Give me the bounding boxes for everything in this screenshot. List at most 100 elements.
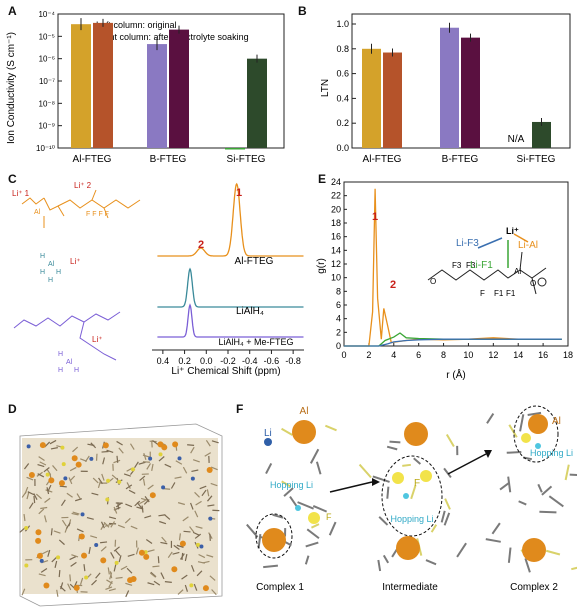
- panel-a-ytick-label: 10⁻⁷: [39, 77, 55, 86]
- molecular-fragment: [445, 433, 455, 448]
- li-atom: [39, 558, 44, 563]
- panel-label-b: B: [298, 4, 307, 18]
- polymer-segment: [41, 550, 49, 555]
- panel-f-al-label: Al: [300, 406, 309, 417]
- polymer-segment: [194, 533, 202, 539]
- panel-c-trace-al: Al-FTEG: [235, 256, 274, 267]
- li-atom: [61, 462, 66, 467]
- polymer-segment: [58, 570, 61, 578]
- polymer-segment: [37, 463, 45, 468]
- hopping-li-c2: [535, 443, 541, 449]
- molecular-fragment: [377, 559, 382, 572]
- al-atom: [202, 585, 209, 592]
- al-atom-c2: [528, 414, 548, 434]
- al-atom-c2-lower: [522, 538, 546, 562]
- polymer-segment: [47, 484, 52, 492]
- panel-e-xtick-label: 12: [488, 350, 498, 360]
- panel-a-chart: Ion Conductivity (S cm⁻¹) 10⁻⁴ 10⁻⁵ 10⁻⁶ 10…: [6, 10, 285, 165]
- molecular-fragment: [372, 475, 390, 483]
- polymer-segment: [60, 582, 64, 590]
- molecular-fragment: [305, 541, 319, 548]
- lial-arrow: [513, 233, 529, 243]
- polymer-segment: [190, 564, 195, 572]
- panel-f-hopping1: Hopping Li: [270, 480, 313, 490]
- panel-a-ylabel: Ion Conductivity (S cm⁻¹): [6, 32, 17, 144]
- panel-e-ytick-label: 10: [331, 273, 341, 283]
- molecular-fragment: [519, 414, 525, 432]
- panel-a-ytick-label: 10⁻⁴: [38, 10, 55, 19]
- panel-e-ytick-label: 16: [331, 232, 341, 242]
- polymer-segment: [194, 491, 200, 498]
- panel-f-f-label-int: F: [414, 478, 420, 489]
- rdf-li-f3: [344, 338, 562, 347]
- polymer-segment: [197, 561, 205, 564]
- polymer-segment: [150, 571, 157, 578]
- svg-text:H: H: [58, 351, 63, 358]
- svg-text:F: F: [480, 289, 485, 298]
- panel-a-bar-soaked: [93, 22, 113, 148]
- molecular-fragment: [309, 448, 320, 464]
- polymer-segment: [100, 541, 108, 544]
- molecular-fragment: [491, 522, 501, 535]
- panel-label-c: C: [8, 172, 17, 186]
- molecular-fragment: [486, 412, 495, 424]
- panel-f-al-label-c2: Al: [552, 416, 561, 427]
- panel-f-figure: Al Li Hopping Li F Complex 1 F Hopping L…: [246, 405, 577, 593]
- polymer-segment: [90, 535, 98, 539]
- polymer-segment: [139, 475, 146, 482]
- svg-text:H: H: [58, 367, 63, 374]
- al-atom-int-upper: [404, 422, 428, 446]
- polymer-segment: [38, 456, 45, 461]
- molecular-fragment: [310, 523, 320, 529]
- polymer-segment: [50, 447, 58, 450]
- f-atom-c2: [521, 433, 531, 443]
- polymer-segment: [181, 574, 188, 580]
- molecular-fragment: [324, 424, 337, 432]
- polymer-segment: [111, 474, 118, 480]
- molecular-fragment: [571, 566, 577, 571]
- polymer-segment: [91, 579, 97, 586]
- hopping-li-int: [403, 493, 409, 499]
- polymer-segment: [159, 520, 167, 525]
- polymer-segment: [113, 459, 121, 464]
- polymer-segment: [177, 589, 184, 595]
- polymer-segment: [211, 589, 217, 596]
- polymer-segment: [101, 450, 109, 453]
- polymer-segment: [86, 516, 94, 520]
- li-atom: [60, 445, 65, 450]
- panel-a-bar-original: [147, 44, 167, 148]
- polymer-segment: [184, 584, 188, 592]
- polymer-segment: [183, 530, 191, 533]
- polymer-segment: [190, 446, 195, 454]
- panel-a-cat-si: Si-FTEG: [227, 154, 266, 165]
- polymer-segment: [72, 511, 80, 515]
- panel-c-xtick-label: 0.2: [178, 356, 191, 366]
- arrow-2: [447, 453, 487, 475]
- polymer-segment: [125, 484, 133, 490]
- polymer-segment: [49, 439, 57, 445]
- panel-b-bar-right: [383, 52, 402, 148]
- polymer-segment: [21, 491, 27, 498]
- polymer-segment: [113, 564, 117, 572]
- polymer-segment: [195, 500, 202, 506]
- panel-b-bar-right: [532, 121, 551, 148]
- molecular-fragment: [456, 542, 467, 558]
- li-atom: [208, 516, 213, 521]
- int-highlight: [381, 455, 443, 537]
- li-atom: [45, 472, 50, 477]
- molecular-fragment: [524, 558, 531, 573]
- polymer-segment: [151, 463, 154, 472]
- polymer-segment: [211, 440, 219, 444]
- polymer-segment: [204, 452, 212, 457]
- al-atom: [179, 540, 186, 547]
- panel-c-li-plus-2: Li⁺: [92, 335, 102, 344]
- li-atom: [84, 575, 89, 580]
- polymer-segment: [138, 461, 146, 465]
- molecular-fragment: [430, 524, 438, 533]
- arrow-1-head: [372, 478, 380, 486]
- molecular-fragment: [548, 495, 564, 508]
- polymer-segment: [23, 513, 26, 522]
- polymer-segment: [142, 478, 146, 486]
- polymer-segment: [160, 572, 165, 580]
